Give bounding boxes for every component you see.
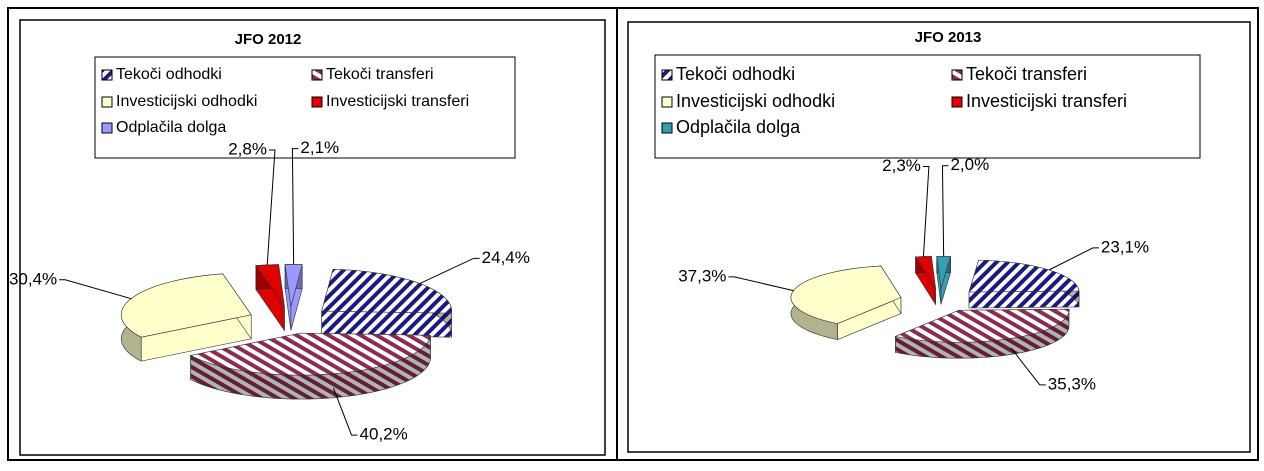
legend-label: Odplačila dolga (676, 117, 801, 137)
legend-swatch (661, 122, 673, 134)
legend-label: Tekoči odhodki (116, 66, 222, 83)
leader-line (291, 148, 299, 265)
legend-swatch (661, 69, 673, 81)
slice-side-shade (190, 335, 431, 400)
legend-swatch (661, 96, 673, 108)
slice (894, 308, 1070, 343)
chart-title: JFO 2012 (235, 31, 302, 48)
slice (915, 256, 936, 289)
slice (321, 268, 452, 314)
legend-swatch (311, 96, 323, 108)
data-label: 2,1% (300, 138, 339, 157)
leader-line (728, 276, 794, 292)
legend-label: Investicijski odhodki (676, 91, 835, 111)
legend-box (94, 56, 516, 159)
slice (936, 256, 951, 289)
legend-label: Investicijski transferi (326, 93, 469, 110)
legend-label: Tekoči transferi (326, 66, 434, 83)
data-label: 23,1% (1101, 237, 1149, 256)
outer-frame (7, 7, 1259, 461)
chart-frame (627, 21, 1251, 453)
leader-line (1048, 247, 1099, 271)
data-label: 2,0% (950, 155, 989, 174)
chart-title: JFO 2013 (915, 29, 982, 46)
leader-line (922, 165, 930, 257)
slice-wall (968, 290, 1080, 309)
legend-swatch (951, 96, 963, 108)
slice (120, 273, 252, 338)
leader-line (941, 165, 949, 257)
data-label: 30,4% (9, 269, 57, 288)
data-label: 2,8% (228, 139, 267, 158)
legend-swatch (311, 69, 323, 81)
legend-swatch (951, 69, 963, 81)
legend-label: Investicijski odhodki (116, 93, 257, 110)
legend-label: Tekoči transferi (966, 64, 1087, 84)
data-label: 24,4% (482, 248, 530, 267)
legend-swatch (101, 69, 113, 81)
slice-wall (321, 310, 452, 338)
chart-frame (19, 19, 606, 456)
leader-line (59, 279, 132, 300)
legend-label: Tekoči odhodki (676, 64, 795, 84)
data-label: 35,3% (1048, 374, 1096, 393)
legend-swatch (101, 122, 113, 134)
leader-line (266, 149, 276, 265)
slice (255, 264, 285, 307)
slice-side-shade (895, 309, 1069, 359)
slice (284, 264, 303, 307)
slice (968, 259, 1080, 293)
data-label: 2,3% (882, 156, 921, 175)
legend-label: Odplačila dolga (116, 119, 226, 136)
leader-line (333, 387, 358, 436)
legend-box (654, 54, 1201, 159)
data-label: 40,2% (360, 425, 408, 444)
legend-label: Investicijski transferi (966, 91, 1127, 111)
leader-line (1010, 347, 1046, 386)
slice (189, 332, 431, 376)
data-label: 37,3% (678, 266, 726, 285)
leader-line (419, 257, 480, 284)
legend-swatch (101, 96, 113, 108)
